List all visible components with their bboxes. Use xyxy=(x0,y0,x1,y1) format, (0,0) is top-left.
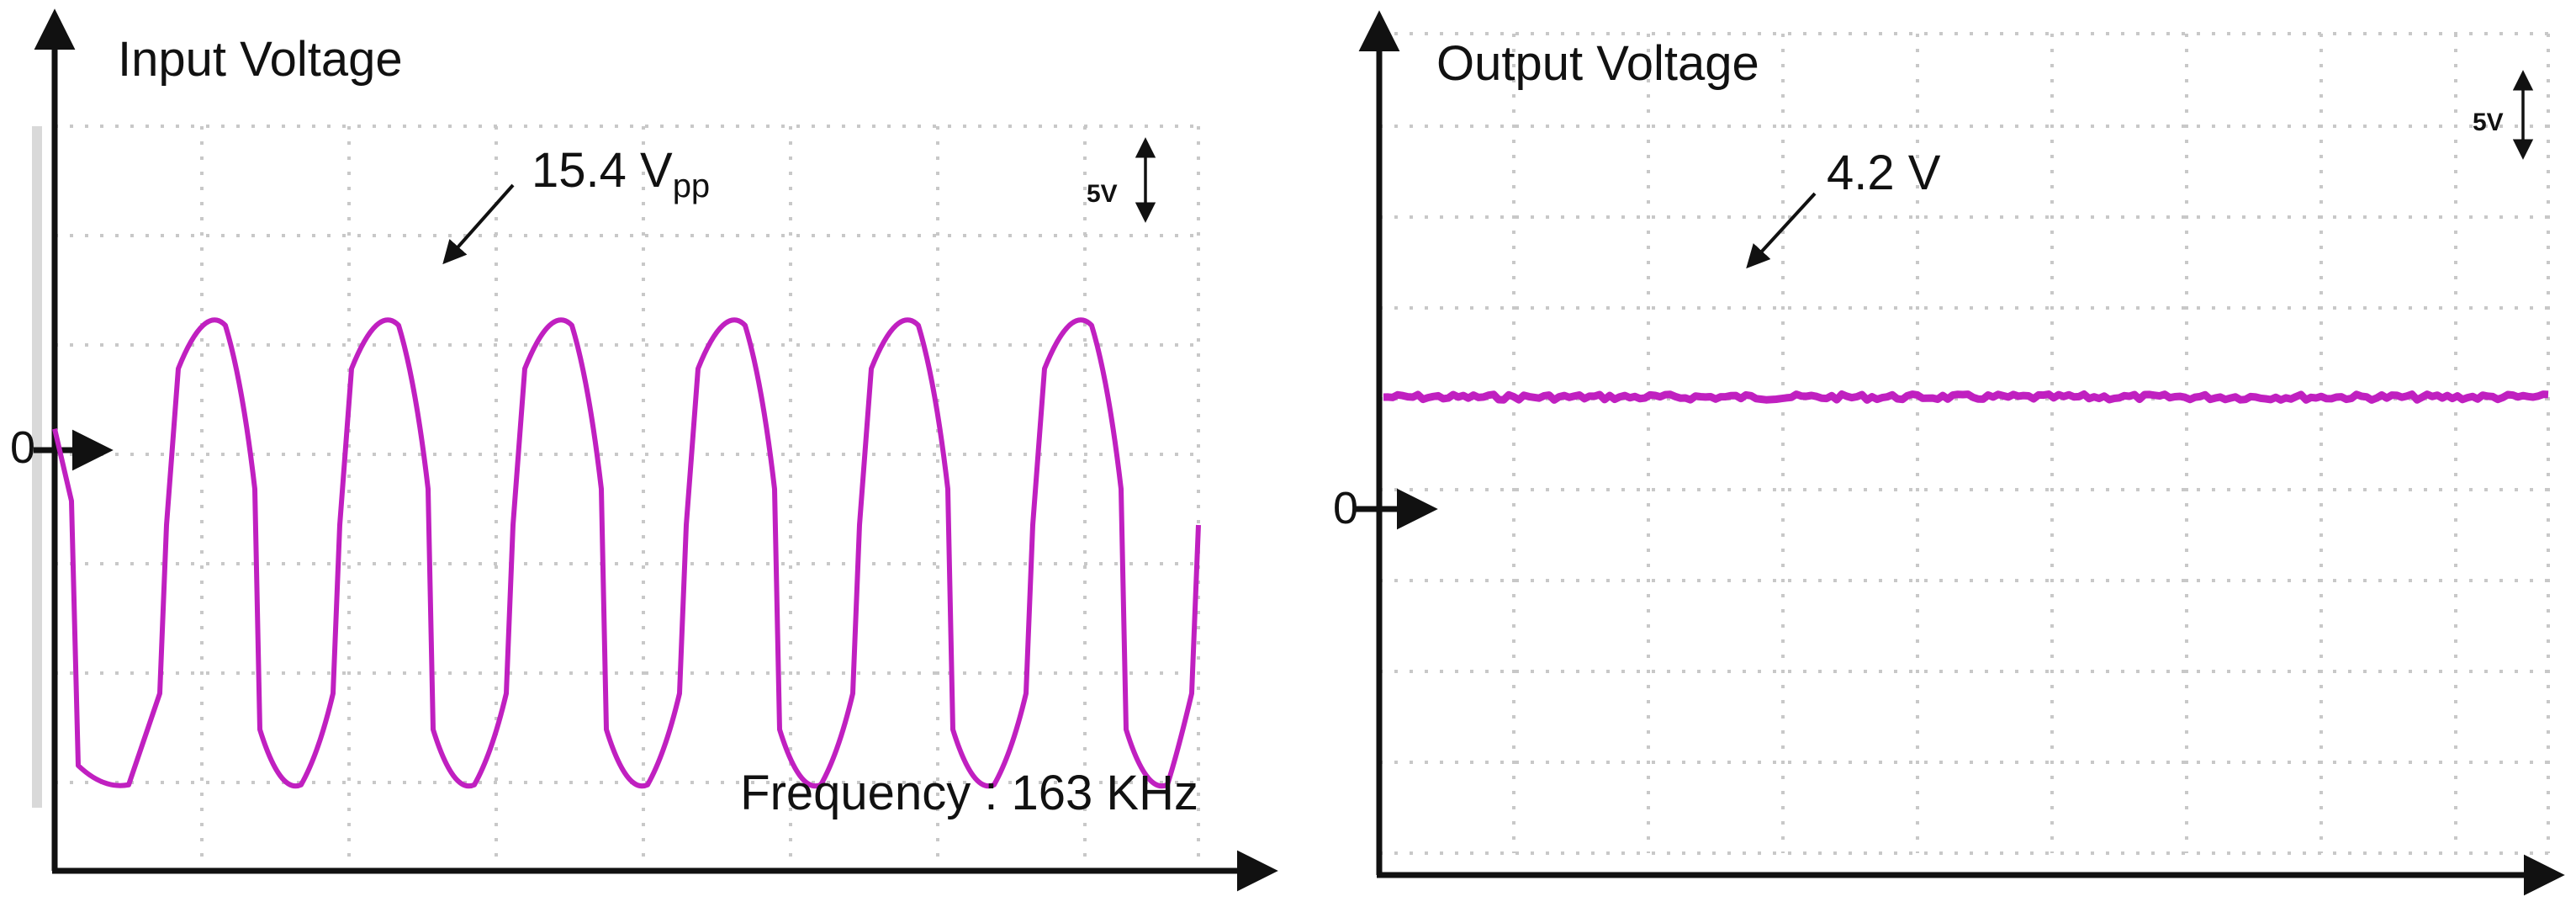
input-grid xyxy=(55,125,1200,873)
output-voltage-panel: 0 Output Voltage 4.2 V 5V xyxy=(1333,10,2565,896)
output-title: Output Voltage xyxy=(1436,36,1759,91)
input-amplitude-label: 15.4 Vpp xyxy=(532,143,710,204)
left-gray-bar xyxy=(32,126,42,808)
input-voltage-panel: 0 Input Voltage 15.4 Vpp 5V Frequency : … xyxy=(10,8,1278,892)
output-level-arrow xyxy=(1746,192,1817,269)
input-scale-label: 5V xyxy=(1087,180,1118,208)
output-dc-trace xyxy=(1383,390,2549,404)
output-grid xyxy=(1379,32,2550,855)
output-scale-label: 5V xyxy=(2473,109,2504,136)
input-title: Input Voltage xyxy=(118,32,403,87)
input-waveform-trace xyxy=(52,317,1201,789)
input-amplitude-subscript: pp xyxy=(673,167,711,204)
input-frequency-label: Frequency : 163 KHz xyxy=(740,766,1198,820)
input-amplitude-arrow xyxy=(442,183,515,265)
output-level-label: 4.2 V xyxy=(1827,146,1941,200)
output-zero-label: 0 xyxy=(1333,483,1358,533)
input-zero-label: 0 xyxy=(10,422,35,473)
